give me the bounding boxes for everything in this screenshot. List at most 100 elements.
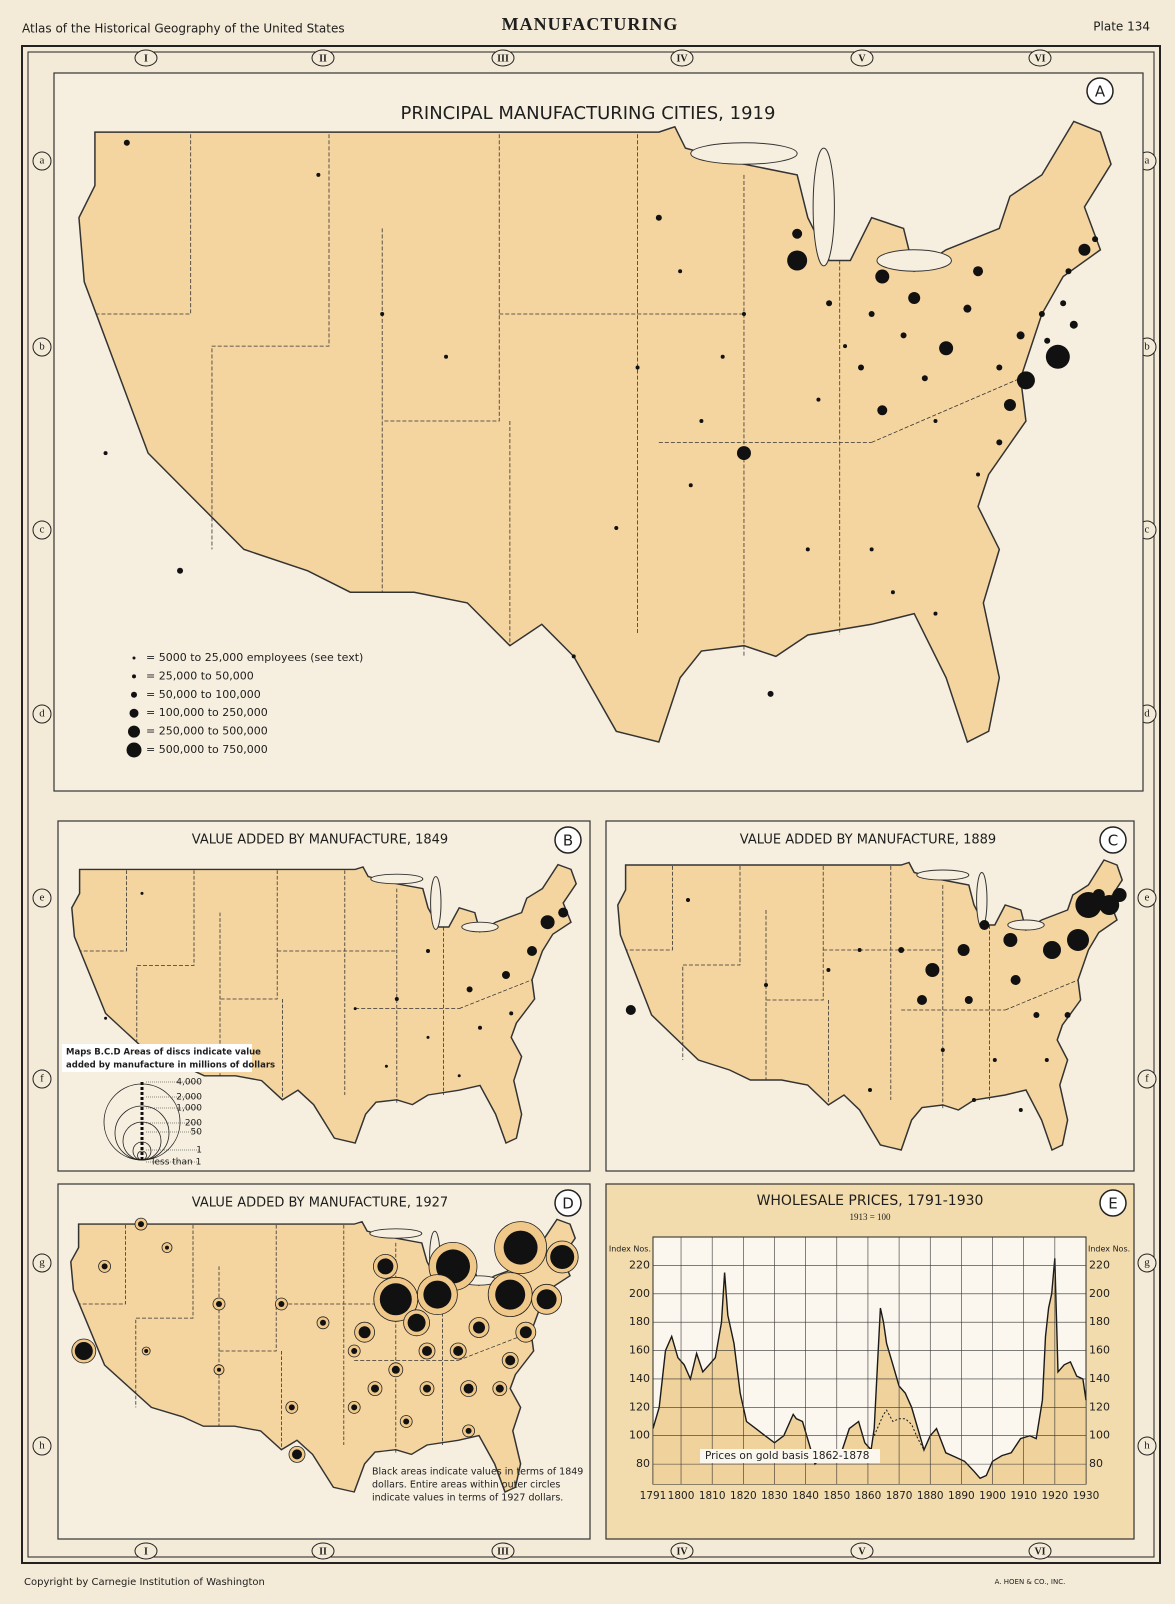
value-disc [992, 1058, 997, 1062]
value-disc-1849 [495, 1279, 526, 1310]
value-disc-1849 [165, 1245, 169, 1250]
panel-letter: C [1108, 832, 1118, 850]
legend-value: 50 [191, 1128, 203, 1138]
grid-column-label: VI [1034, 53, 1045, 64]
value-disc [353, 1007, 357, 1011]
grid-column-label: V [858, 53, 866, 64]
grid-column-label: I [144, 53, 148, 64]
city-dot [1045, 344, 1070, 369]
grid-row-label: g [39, 1257, 45, 1269]
y2-tick-label: 180 [1089, 1315, 1110, 1328]
grid-ref-ring [850, 49, 874, 67]
atlas-name: Atlas of the Historical Geography of the… [22, 22, 345, 36]
value-disc-1849 [371, 1384, 379, 1393]
city-dot [1038, 311, 1045, 317]
value-disc-1849 [503, 1230, 538, 1265]
map-title: VALUE ADDED BY MANUFACTURE, 1927 [192, 1196, 448, 1211]
value-disc [957, 944, 970, 956]
city-dot [1092, 236, 1099, 243]
city-dot [177, 567, 184, 574]
city-dot [843, 344, 848, 349]
grid-row-label: e [1145, 892, 1150, 904]
legend-dot [128, 725, 140, 738]
value-disc [457, 1074, 461, 1078]
value-disc [466, 986, 473, 993]
great-lake [461, 921, 499, 933]
great-lake [430, 876, 442, 930]
x-tick-label: 1860 [855, 1490, 882, 1502]
value-disc-1849 [403, 1418, 410, 1425]
legend-value: 1,000 [176, 1104, 202, 1114]
great-lake [976, 872, 988, 928]
panel-letter-ring [1099, 1189, 1127, 1217]
chart-subtitle: 1913 = 100 [849, 1212, 891, 1222]
value-disc-1849 [423, 1280, 452, 1309]
y2-tick-label: 140 [1089, 1372, 1110, 1385]
state-boundary [94, 134, 192, 315]
map-note: Black areas indicate values in terms of … [372, 1467, 583, 1478]
copyright: Copyright by Carnegie Institution of Was… [24, 1577, 265, 1588]
grid-row-label: c [1145, 524, 1150, 536]
value-disc [857, 948, 862, 952]
panel-letter-ring [554, 1189, 582, 1217]
y2-tick-label: 100 [1089, 1429, 1110, 1442]
value-disc-1849 [216, 1301, 222, 1307]
grid-column-label: V [858, 1546, 866, 1557]
x-tick-label: 1890 [948, 1490, 975, 1502]
value-disc [972, 1098, 976, 1102]
legend-value: 2,000 [176, 1093, 202, 1103]
grid-ref-ring [32, 704, 52, 724]
legend-dot [132, 656, 136, 660]
plate-number: Plate 134 [1093, 20, 1150, 34]
grid-ref-ring [311, 49, 335, 67]
city-dot [996, 439, 1003, 446]
legend-label: = 500,000 to 750,000 [146, 743, 268, 756]
y2-tick-label: 80 [1089, 1457, 1103, 1470]
legend-label: = 50,000 to 100,000 [146, 688, 261, 701]
value-disc [964, 996, 973, 1004]
panel-letter: B [563, 832, 573, 850]
value-disc-1849 [436, 1249, 470, 1284]
panel-letter: D [562, 1195, 574, 1213]
state-boundary [765, 866, 824, 1001]
city-dot [635, 365, 640, 370]
grid-column-label: III [497, 53, 509, 64]
city-dot [900, 332, 907, 339]
value-disc-1849 [351, 1404, 358, 1411]
value-disc [1010, 975, 1021, 985]
city-dot [816, 397, 821, 402]
city-dot [787, 250, 808, 271]
value-disc [426, 1035, 430, 1039]
grid-ref-ring [491, 1542, 515, 1560]
grid-ref-ring [850, 1542, 874, 1560]
legend-dot [129, 708, 139, 718]
y-tick-label: 100 [629, 1429, 650, 1442]
city-dot [1060, 300, 1067, 307]
value-disc [394, 997, 399, 1001]
map-note: dollars. Entire areas within outer circl… [372, 1480, 560, 1491]
legend-label: = 25,000 to 50,000 [146, 669, 254, 682]
city-dot [688, 483, 693, 488]
city-dot [939, 341, 954, 356]
grid-ref-ring [134, 1542, 158, 1560]
state-boundary [459, 979, 533, 1009]
grid-ref-ring [32, 1436, 52, 1456]
value-disc-1849 [74, 1342, 93, 1360]
x-tick-label: 1870 [886, 1490, 913, 1502]
x-tick-label: 1820 [730, 1490, 757, 1502]
city-dot [1016, 331, 1025, 340]
value-disc [940, 1048, 945, 1052]
city-dot [976, 472, 981, 477]
y2-tick-label: 160 [1089, 1344, 1110, 1357]
great-lake [812, 147, 835, 267]
value-disc [868, 1088, 872, 1092]
state-boundary [871, 377, 1021, 443]
city-dot [973, 266, 984, 277]
x-tick-label: 1920 [1041, 1490, 1068, 1502]
y-tick-label: 120 [629, 1400, 650, 1413]
grid-ref-ring [134, 49, 158, 67]
city-dot [1003, 398, 1016, 411]
city-dot [826, 300, 833, 307]
value-disc-1849 [320, 1319, 326, 1326]
outer-frame [21, 45, 1161, 1564]
